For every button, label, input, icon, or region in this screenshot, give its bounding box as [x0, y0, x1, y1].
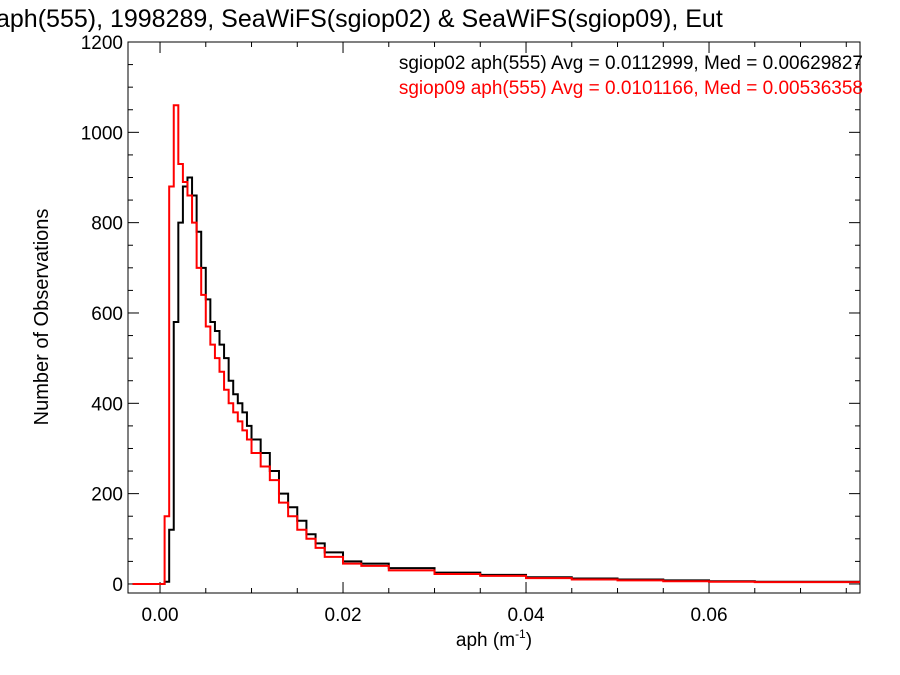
y-tick-label: 1200 — [81, 33, 123, 54]
chart-title: aph(555), 1998289, SeaWiFS(sgiop02) & Se… — [0, 5, 723, 33]
x-tick-label: 0.06 — [691, 605, 728, 626]
series-layer — [132, 104, 860, 585]
x-tick-label: 0.02 — [325, 605, 362, 626]
x-axis-label-end: ) — [526, 630, 532, 651]
x-axis: 0.00 0.02 0.04 0.06 — [142, 42, 847, 626]
y-tick-label: 1000 — [81, 123, 123, 144]
x-axis-label-main: aph (m — [456, 630, 515, 651]
x-tick-label: 0.04 — [508, 605, 545, 626]
y-tick-label: 200 — [91, 485, 123, 506]
y-tick-label: 400 — [91, 394, 123, 415]
x-axis-label-superscript: -1 — [515, 627, 526, 641]
x-tick-label: 0.00 — [142, 605, 179, 626]
y-axis: 0 200 400 600 800 1000 1200 — [81, 33, 860, 596]
y-tick-label: 0 — [112, 575, 123, 596]
plot-area-frame — [127, 41, 861, 594]
series-line-sgiop09 — [132, 104, 860, 585]
y-axis-label: Number of Observations — [31, 209, 53, 426]
series-line-sgiop02 — [132, 176, 860, 585]
y-tick-label: 800 — [91, 214, 123, 235]
legend-entry-sgiop02: sgiop02 aph(555) Avg = 0.0112999, Med = … — [399, 53, 863, 74]
legend-entry-sgiop09: sgiop09 aph(555) Avg = 0.0101166, Med = … — [399, 78, 863, 99]
x-axis-label: aph (m-1) — [456, 627, 532, 651]
y-tick-label: 600 — [91, 304, 123, 325]
